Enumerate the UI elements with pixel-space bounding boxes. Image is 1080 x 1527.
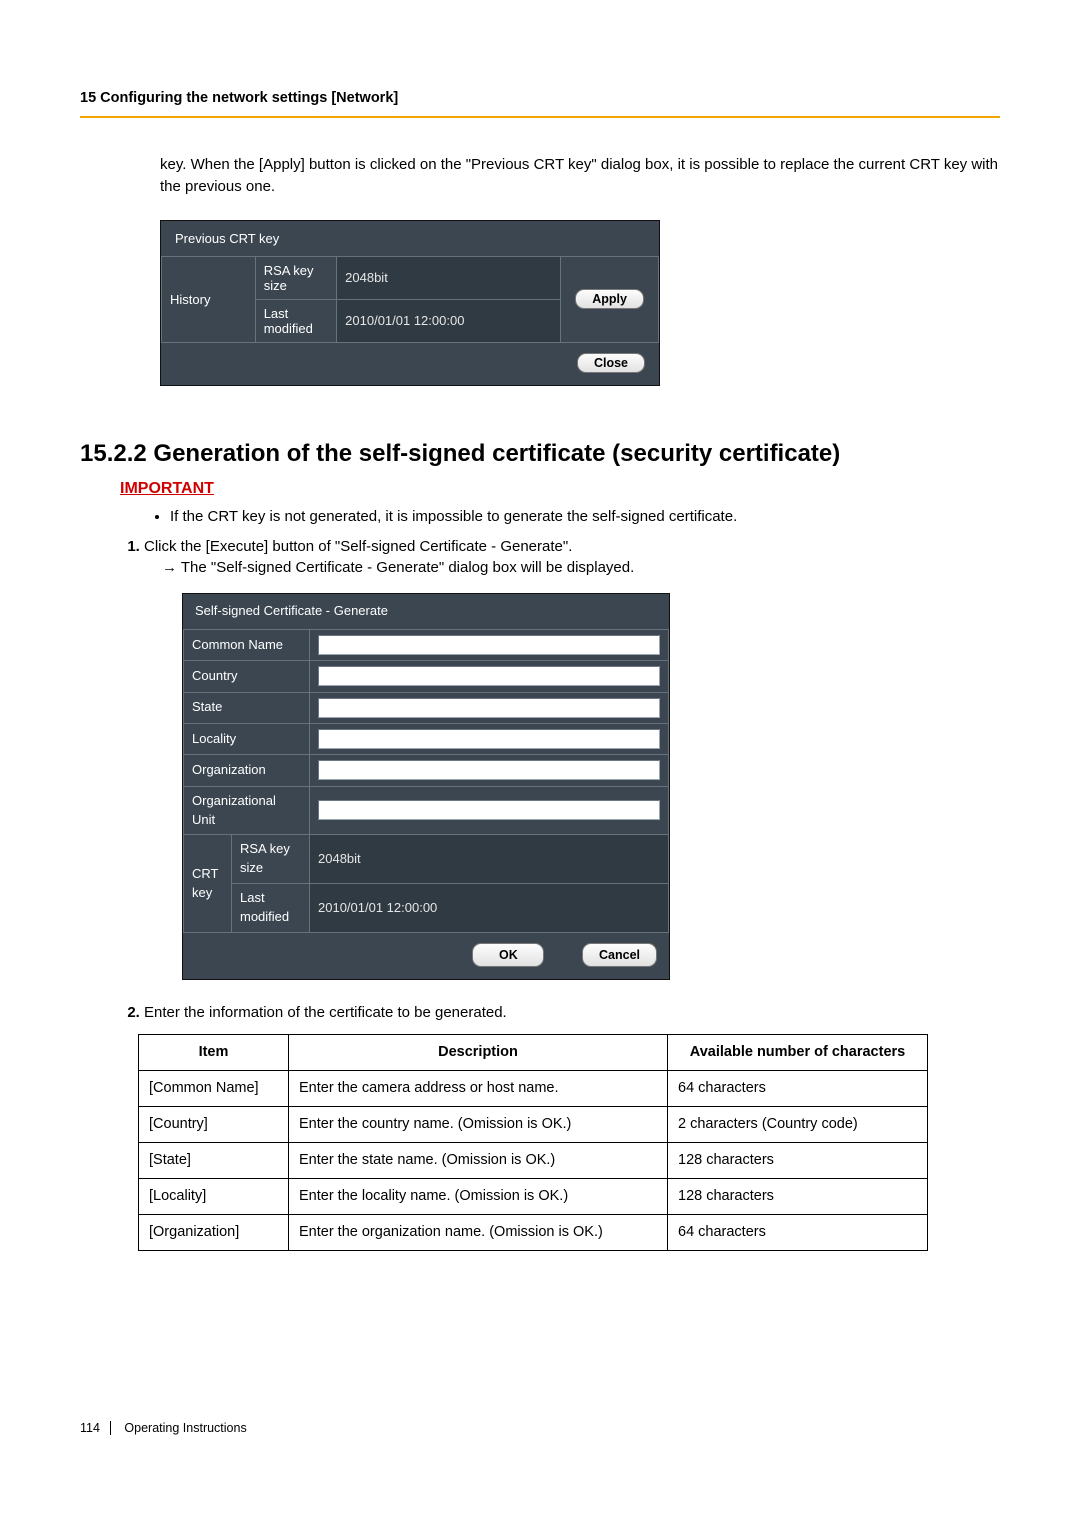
cell-item: [State] [139,1142,289,1178]
last-modified-label: Last modified [255,299,336,342]
common-name-label: Common Name [184,629,310,660]
cell-chars: 64 characters [668,1214,928,1250]
intro-paragraph: key. When the [Apply] button is clicked … [160,154,1000,198]
important-label: IMPORTANT [120,480,1000,498]
step-2: Enter the information of the certificate… [144,1002,1000,1251]
org-unit-cell [310,786,669,835]
cancel-button[interactable]: Cancel [582,943,657,967]
th-item: Item [139,1034,289,1070]
table-row: [Organization] Enter the organization na… [139,1214,928,1250]
close-row: Close [161,343,659,385]
page-footer: 114 Operating Instructions [80,1421,1000,1435]
cert-rsa-value: 2048bit [310,835,669,884]
section-title: 15.2.2 Generation of the self-signed cer… [80,438,1000,470]
state-input[interactable] [318,698,660,718]
steps-list: Click the [Execute] button of "Self-sign… [120,536,1000,1251]
state-label: State [184,692,310,723]
cert-form-table: Common Name Country State Locality Organ… [183,629,669,933]
cell-desc: Enter the country name. (Omission is OK.… [289,1106,668,1142]
cert-last-label: Last modified [232,884,310,933]
cell-item: [Locality] [139,1178,289,1214]
close-button[interactable]: Close [577,353,645,373]
cell-chars: 64 characters [668,1070,928,1106]
prev-crt-table: History RSA key size 2048bit Apply Last … [161,256,659,343]
dialog-title: Previous CRT key [161,221,659,256]
common-name-cell [310,629,669,660]
organization-input[interactable] [318,760,660,780]
organization-cell [310,755,669,786]
th-desc: Description [289,1034,668,1070]
cell-chars: 2 characters (Country code) [668,1106,928,1142]
apply-cell: Apply [561,256,659,342]
step-1-text: Click the [Execute] button of "Self-sign… [144,538,572,555]
country-label: Country [184,661,310,692]
org-unit-label: Organizational Unit [184,786,310,835]
important-bullet: If the CRT key is not generated, it is i… [170,506,1000,528]
crt-key-label: CRT key [184,835,232,932]
country-input[interactable] [318,666,660,686]
important-list: If the CRT key is not generated, it is i… [170,506,1000,528]
cell-item: [Organization] [139,1214,289,1250]
cell-desc: Enter the locality name. (Omission is OK… [289,1178,668,1214]
cell-item: [Common Name] [139,1070,289,1106]
last-modified-value: 2010/01/01 12:00:00 [337,299,561,342]
cert-dialog-title: Self-signed Certificate - Generate [183,594,669,629]
cell-desc: Enter the organization name. (Omission i… [289,1214,668,1250]
cert-rsa-label: RSA key size [232,835,310,884]
org-unit-input[interactable] [318,800,660,820]
apply-button[interactable]: Apply [575,289,644,309]
cell-chars: 128 characters [668,1178,928,1214]
country-cell [310,661,669,692]
self-signed-cert-dialog: Self-signed Certificate - Generate Commo… [182,593,670,980]
rsa-key-size-value: 2048bit [337,256,561,299]
cell-desc: Enter the state name. (Omission is OK.) [289,1142,668,1178]
footer-label: Operating Instructions [114,1421,246,1435]
locality-input[interactable] [318,729,660,749]
cell-desc: Enter the camera address or host name. [289,1070,668,1106]
organization-label: Organization [184,755,310,786]
previous-crt-key-dialog: Previous CRT key History RSA key size 20… [160,220,660,386]
locality-cell [310,724,669,755]
table-row: [Common Name] Enter the camera address o… [139,1070,928,1106]
page-number: 114 [80,1421,111,1435]
locality-label: Locality [184,724,310,755]
history-label: History [162,256,256,342]
common-name-input[interactable] [318,635,660,655]
cert-last-value: 2010/01/01 12:00:00 [310,884,669,933]
step-1: Click the [Execute] button of "Self-sign… [144,536,1000,980]
table-row: [Locality] Enter the locality name. (Omi… [139,1178,928,1214]
th-chars: Available number of characters [668,1034,928,1070]
cell-chars: 128 characters [668,1142,928,1178]
cell-item: [Country] [139,1106,289,1142]
page-header: 15 Configuring the network settings [Net… [80,90,1000,118]
cert-info-table: Item Description Available number of cha… [138,1034,928,1251]
ok-button[interactable]: OK [472,943,544,967]
cert-button-row: OK Cancel [183,933,669,979]
rsa-key-size-label: RSA key size [255,256,336,299]
step-1-arrow: → The "Self-signed Certificate - Generat… [162,559,634,576]
table-row: [Country] Enter the country name. (Omiss… [139,1106,928,1142]
state-cell [310,692,669,723]
step-2-text: Enter the information of the certificate… [144,1002,1000,1024]
table-row: [State] Enter the state name. (Omission … [139,1142,928,1178]
